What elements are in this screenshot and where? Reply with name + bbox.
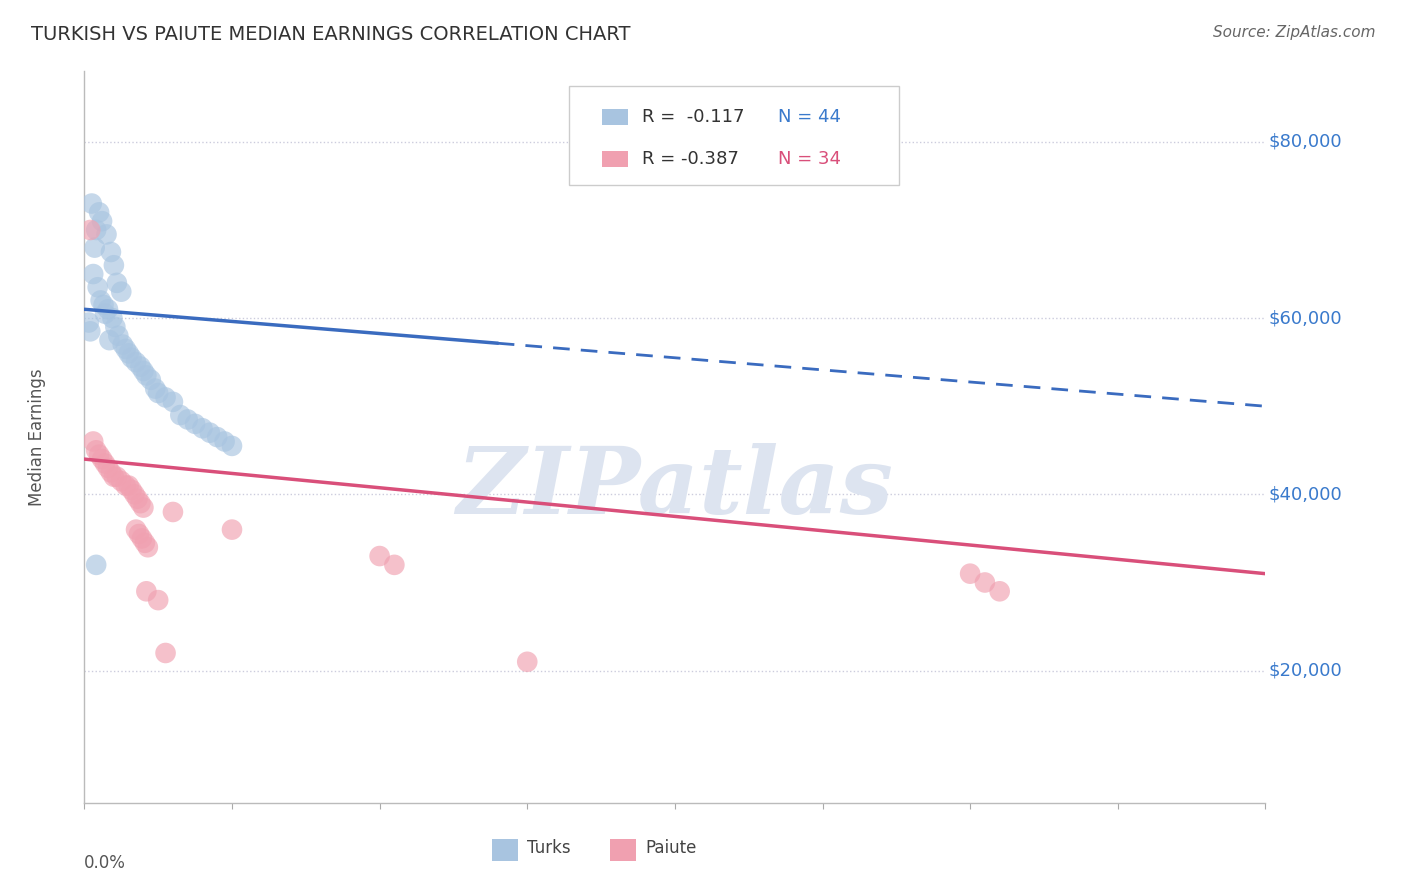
Point (94, 307, 117, 321)
Point (87, 448, 111, 462)
Point (382, 558, 406, 572)
Point (84, 558, 107, 572)
Point (93, 298, 115, 312)
Point (221, 439, 243, 453)
Point (77, 316, 100, 330)
Point (79, 223, 101, 237)
Point (988, 584, 1011, 599)
Point (124, 487, 146, 501)
Point (114, 478, 136, 492)
Point (110, 285, 132, 299)
FancyBboxPatch shape (610, 839, 636, 862)
Point (214, 434, 236, 449)
Point (132, 500, 155, 515)
Point (128, 527, 150, 541)
Text: N = 34: N = 34 (778, 150, 841, 168)
Point (118, 478, 141, 492)
Text: Source: ZipAtlas.com: Source: ZipAtlas.com (1212, 25, 1375, 40)
Text: R = -0.387: R = -0.387 (641, 150, 738, 168)
Point (100, 466, 122, 480)
FancyBboxPatch shape (602, 109, 627, 125)
Point (221, 523, 243, 537)
Point (127, 491, 149, 506)
Text: N = 44: N = 44 (778, 108, 841, 126)
Point (110, 474, 132, 488)
Point (98, 333, 121, 347)
Point (148, 386, 170, 401)
Point (97, 302, 120, 317)
Point (121, 483, 143, 497)
Text: ZIPatlas: ZIPatlas (457, 443, 893, 533)
Point (135, 584, 157, 599)
Text: R =  -0.117: R = -0.117 (641, 108, 744, 126)
Point (155, 391, 177, 405)
FancyBboxPatch shape (492, 839, 517, 862)
Text: Turks: Turks (527, 839, 571, 857)
Text: TURKISH VS PAIUTE MEDIAN EARNINGS CORRELATION CHART: TURKISH VS PAIUTE MEDIAN EARNINGS CORREL… (31, 25, 630, 44)
Point (148, 593, 170, 607)
Point (105, 469, 128, 483)
Point (177, 412, 200, 426)
Point (94, 457, 117, 471)
Point (86, 280, 108, 294)
Point (143, 382, 166, 396)
Point (103, 469, 125, 483)
Point (107, 328, 129, 343)
Point (121, 351, 143, 365)
Point (959, 566, 981, 581)
Point (91, 214, 114, 228)
Text: Median Earnings: Median Earnings (28, 368, 46, 506)
Point (87, 205, 111, 219)
Point (169, 408, 191, 422)
Point (135, 368, 157, 383)
Point (207, 430, 229, 444)
Text: $80,000: $80,000 (1270, 133, 1343, 151)
Point (84, 223, 107, 237)
Point (132, 364, 155, 378)
Point (134, 536, 156, 550)
Text: Paiute: Paiute (645, 839, 697, 857)
Point (974, 575, 997, 590)
Point (198, 425, 221, 440)
Point (80, 196, 103, 211)
Point (103, 258, 125, 272)
Point (82, 434, 104, 449)
Point (184, 417, 207, 431)
Point (129, 359, 152, 374)
Point (114, 342, 136, 356)
Point (83, 241, 105, 255)
Point (162, 505, 184, 519)
Point (155, 646, 177, 660)
Point (111, 337, 134, 351)
Point (162, 394, 184, 409)
Point (105, 276, 128, 290)
Point (84, 443, 107, 458)
Text: $20,000: $20,000 (1270, 662, 1343, 680)
Point (90, 293, 112, 308)
Point (516, 655, 538, 669)
Point (101, 311, 124, 326)
Text: 0.0%: 0.0% (84, 854, 127, 872)
Point (125, 523, 148, 537)
Point (79, 324, 101, 338)
Point (91, 452, 114, 467)
Point (131, 532, 153, 546)
Point (191, 421, 214, 435)
Point (104, 320, 127, 334)
FancyBboxPatch shape (602, 151, 627, 167)
Point (125, 355, 148, 369)
Point (139, 373, 162, 387)
FancyBboxPatch shape (568, 86, 900, 185)
Point (129, 496, 152, 510)
Point (96, 227, 118, 242)
Point (82, 267, 104, 281)
Point (100, 245, 122, 260)
Text: $40,000: $40,000 (1270, 485, 1343, 503)
Text: $60,000: $60,000 (1270, 310, 1343, 327)
Point (368, 549, 391, 563)
Point (97, 461, 120, 475)
Point (136, 540, 159, 554)
Point (118, 346, 141, 360)
